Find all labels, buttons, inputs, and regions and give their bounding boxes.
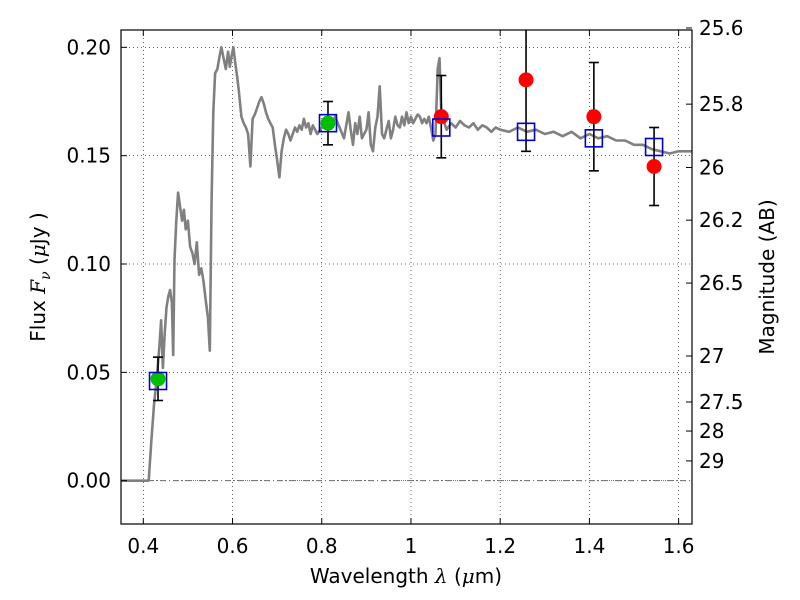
plot-area <box>121 30 692 524</box>
y-tick-label: 0.20 <box>66 35 111 59</box>
x-tick-label: 1.2 <box>484 534 516 558</box>
observed-points <box>150 72 662 387</box>
mag-tick-label: 27 <box>699 344 724 368</box>
model-photometry-points <box>148 113 664 391</box>
mag-tick-label: 25.6 <box>699 16 744 40</box>
mag-tick-label: 25.8 <box>699 92 744 116</box>
y-axis-label: Flux Fν (μJy ) <box>26 212 54 341</box>
mag-tick-label: 26.2 <box>699 208 744 232</box>
data-point <box>150 371 166 387</box>
model-point <box>431 118 451 137</box>
data-point <box>646 159 662 174</box>
magnitude-axis-ticks: 25.6 25.8 26 26.2 26.5 27 27.5 28 29 <box>686 16 744 473</box>
model-point <box>148 371 168 391</box>
data-point <box>320 115 336 131</box>
plot-frame <box>120 29 693 525</box>
mag-tick-label: 29 <box>699 449 724 473</box>
data-point <box>586 109 602 125</box>
mag-tick-label: 26 <box>699 155 724 179</box>
x-tick-label: 1.4 <box>573 534 605 558</box>
y-tick-label: 0.05 <box>66 360 111 384</box>
y-tick-label: 0.10 <box>66 252 111 276</box>
data-point <box>433 109 449 125</box>
x-axis-label: Wavelength λ (μm) <box>310 564 502 588</box>
y-axis-ticks: 0.00 0.05 0.10 0.15 0.20 <box>66 35 127 493</box>
x-axis-ticks: 0.4 0.6 0.8 1 1.2 1.4 1.6 <box>127 30 695 558</box>
mag-tick-label: 28 <box>699 419 724 443</box>
y2-axis-label: Magnitude (AB) <box>755 199 779 354</box>
y-tick-label: 0.15 <box>66 144 111 168</box>
x-tick-label: 0.8 <box>306 534 338 558</box>
model-point <box>516 122 536 142</box>
model-point <box>584 129 604 148</box>
model-point <box>644 137 664 157</box>
y-tick-label: 0.00 <box>66 469 111 493</box>
x-tick-label: 0.4 <box>127 534 159 558</box>
mag-tick-label: 26.5 <box>699 271 744 295</box>
x-tick-label: 0.6 <box>217 534 249 558</box>
x-tick-label: 1 <box>405 534 418 558</box>
data-point <box>518 72 534 88</box>
mag-tick-label: 27.5 <box>699 390 744 414</box>
x-tick-label: 1.6 <box>663 534 695 558</box>
model-point <box>318 113 338 133</box>
